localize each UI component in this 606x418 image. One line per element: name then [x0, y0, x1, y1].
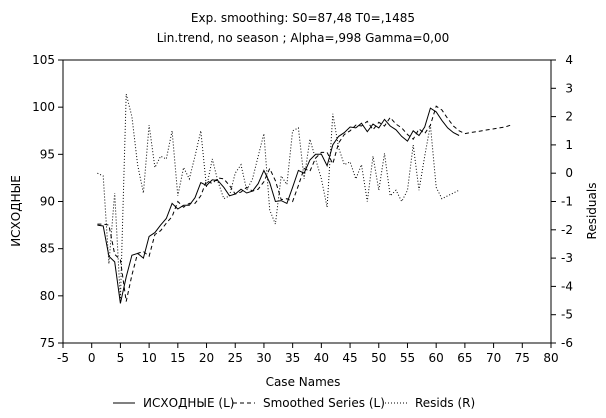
- series-line-2: [97, 93, 460, 301]
- legend: ИСХОДНЫЕ (L) Smoothed Series (L) Resids (R…: [113, 396, 475, 410]
- x-tick-label: 65: [457, 351, 472, 365]
- y-axis-right-label: Residuals: [585, 183, 599, 240]
- y-right-tick-label: -5: [561, 308, 573, 322]
- y-right-tick-label: -1: [561, 195, 573, 209]
- series-line-0: [97, 107, 460, 304]
- x-tick-label: 40: [314, 351, 329, 365]
- series-layer: [97, 93, 511, 304]
- y-right-tick-label: -2: [561, 223, 573, 237]
- legend-label-2: Resids (R): [415, 396, 475, 410]
- x-tick-label: -5: [57, 351, 69, 365]
- y-right-tick-label: 4: [565, 53, 573, 67]
- x-tick-label: 70: [486, 351, 501, 365]
- x-axis-label: Case Names: [266, 375, 341, 389]
- y-left-tick-label: 75: [40, 336, 55, 350]
- legend-label-0: ИСХОДНЫЕ (L): [143, 396, 234, 410]
- x-tick-label: 25: [228, 351, 243, 365]
- x-tick-label: 30: [256, 351, 271, 365]
- x-tick-label: 20: [199, 351, 214, 365]
- series-line-1: [97, 105, 511, 302]
- x-tick-label: 0: [88, 351, 96, 365]
- chart-subtitle: Lin.trend, no season ; Alpha=,998 Gamma=…: [157, 31, 450, 45]
- x-tick-label: 60: [429, 351, 444, 365]
- y-left-tick-label: 80: [40, 289, 55, 303]
- x-axis: -5 0 5 10 15 20 25 30 35 40 45 50 55 60 65 70 75 80: [57, 343, 559, 365]
- y-right-tick-label: 0: [565, 166, 573, 180]
- x-tick-label: 45: [342, 351, 357, 365]
- x-tick-label: 10: [141, 351, 156, 365]
- y-left-tick-label: 85: [40, 242, 55, 256]
- legend-label-1: Smoothed Series (L): [263, 396, 385, 410]
- x-tick-label: 50: [371, 351, 386, 365]
- x-tick-label: 80: [543, 351, 558, 365]
- y-left-tick-label: 100: [32, 100, 55, 114]
- x-tick-label: 75: [515, 351, 530, 365]
- y-left-tick-label: 95: [40, 147, 55, 161]
- y-axis-right: -6 -5 -4 -3 -2 -1 0 1 2 3 4: [551, 53, 573, 350]
- plot-area: [62, 59, 552, 344]
- y-right-tick-label: -4: [561, 279, 573, 293]
- chart-title: Exp. smoothing: S0=87,48 T0=,1485: [191, 11, 415, 25]
- y-left-tick-label: 90: [40, 195, 55, 209]
- y-right-tick-label: -3: [561, 251, 573, 265]
- y-left-tick-label: 105: [32, 53, 55, 67]
- y-axis-left-label: ИСХОДНЫЕ: [9, 175, 23, 247]
- x-tick-label: 55: [400, 351, 415, 365]
- x-tick-label: 15: [170, 351, 185, 365]
- y-right-tick-label: 3: [565, 81, 573, 95]
- x-tick-label: 35: [285, 351, 300, 365]
- x-tick-label: 5: [117, 351, 125, 365]
- y-right-tick-label: -6: [561, 336, 573, 350]
- y-right-tick-label: 2: [565, 110, 573, 124]
- y-axis-left: 75 80 85 90 95 100 105: [32, 53, 63, 350]
- y-right-tick-label: 1: [565, 138, 573, 152]
